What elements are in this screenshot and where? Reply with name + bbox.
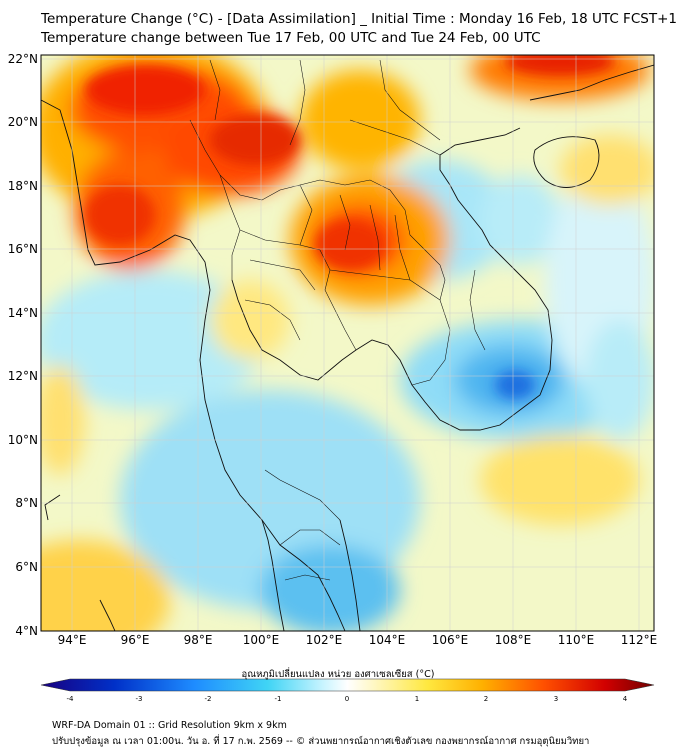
footer-line-2: ปรับปรุงข้อมูล ณ เวลา 01:00น. วัน อ. ที่… bbox=[52, 736, 590, 747]
longitude-labels: 94°E 96°E 98°E 100°E 102°E 104°E 106°E 1… bbox=[58, 633, 658, 647]
lat-label-20: 20°N bbox=[8, 115, 38, 129]
lon-label-110: 110°E bbox=[558, 633, 595, 647]
cb-tick--4: -4 bbox=[67, 695, 75, 703]
lat-label-22: 22°N bbox=[8, 52, 38, 66]
lon-label-96: 96°E bbox=[121, 633, 150, 647]
lon-label-100: 100°E bbox=[243, 633, 280, 647]
lon-label-112: 112°E bbox=[621, 633, 658, 647]
latitude-labels: 22°N 20°N 18°N 16°N 14°N 12°N 10°N 8°N 6… bbox=[8, 52, 38, 638]
admin-boundaries bbox=[189, 59, 486, 581]
cb-tick--3: -3 bbox=[136, 695, 143, 703]
title-line-2: Temperature change between Tue 17 Feb, 0… bbox=[41, 30, 541, 46]
lat-label-16: 16°N bbox=[8, 242, 38, 256]
cb-tick-4: 4 bbox=[623, 695, 628, 703]
cb-tick-1: 1 bbox=[415, 695, 419, 703]
lat-label-4: 4°N bbox=[15, 624, 38, 638]
colorbar: -4 -3 -2 -1 0 1 2 3 4 bbox=[40, 678, 655, 703]
lon-label-94: 94°E bbox=[58, 633, 87, 647]
plot-frame bbox=[40, 54, 655, 632]
lon-label-98: 98°E bbox=[184, 633, 213, 647]
cb-tick-3: 3 bbox=[554, 695, 558, 703]
lat-label-6: 6°N bbox=[15, 560, 38, 574]
cb-tick-0: 0 bbox=[345, 695, 349, 703]
temperature-field bbox=[41, 55, 654, 631]
colorbar-ramp bbox=[40, 678, 655, 692]
lat-label-8: 8°N bbox=[15, 496, 38, 510]
lat-label-14: 14°N bbox=[8, 306, 38, 320]
lat-label-12: 12°N bbox=[8, 369, 38, 383]
cb-tick--2: -2 bbox=[205, 695, 212, 703]
lat-label-10: 10°N bbox=[8, 433, 38, 447]
cb-tick--1: -1 bbox=[275, 695, 282, 703]
lon-label-104: 104°E bbox=[369, 633, 406, 647]
footer-line-1: WRF-DA Domain 01 :: Grid Resolution 9km … bbox=[52, 720, 287, 731]
lon-label-108: 108°E bbox=[495, 633, 532, 647]
colorbar-caption: อุณหภูมิเปลี่ยนแปลง หน่วย องศาเซลเซียส (… bbox=[241, 669, 435, 680]
coastlines bbox=[41, 64, 654, 631]
colorbar-ticks: -4 -3 -2 -1 0 1 2 3 4 bbox=[67, 695, 628, 703]
title-line-1: Temperature Change (°C) - [Data Assimila… bbox=[41, 11, 676, 27]
lon-label-106: 106°E bbox=[432, 633, 469, 647]
lon-label-102: 102°E bbox=[306, 633, 343, 647]
cb-tick-2: 2 bbox=[484, 695, 488, 703]
gridlines bbox=[41, 55, 654, 631]
lat-label-18: 18°N bbox=[8, 179, 38, 193]
